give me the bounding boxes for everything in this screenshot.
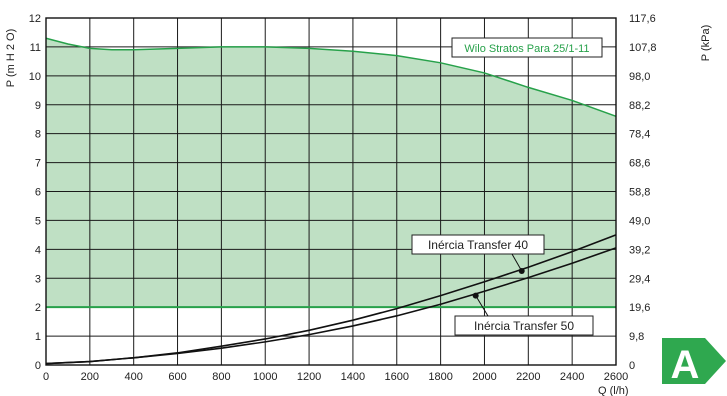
x-tick-label: 2400 xyxy=(560,371,584,383)
y-right-tick-label: 117,6 xyxy=(629,13,656,25)
transfer-50-leader-line xyxy=(475,295,489,317)
y-tick-label: 10 xyxy=(29,71,41,83)
x-tick-label: 1200 xyxy=(297,371,321,383)
y-right-tick-label: 19,6 xyxy=(629,302,650,314)
y-tick-label: 11 xyxy=(30,42,41,54)
transfer-40-label: Inércia Transfer 40 xyxy=(428,238,528,252)
energy-class-badge xyxy=(662,338,726,384)
y-tick-label: 3 xyxy=(35,273,41,285)
transfer-40-label-box xyxy=(411,234,545,255)
y-tick-label: 6 xyxy=(35,187,41,199)
transfer-40-marker xyxy=(518,268,525,275)
x-tick-label: 800 xyxy=(212,371,230,383)
y-tick-label: 12 xyxy=(29,13,41,25)
y-tick-label: 4 xyxy=(35,244,41,256)
x-tick-label: 1000 xyxy=(253,371,277,383)
x-tick-label: 600 xyxy=(168,371,186,383)
y-right-tick-label: 88,2 xyxy=(629,100,650,112)
x-axis-title: Q (l/h) xyxy=(598,385,629,396)
transfer-50-marker xyxy=(472,292,479,299)
x-tick-label: 1600 xyxy=(385,371,409,383)
transfer-50-label-box xyxy=(454,315,594,336)
pump-legend-label: Wilo Stratos Para 25/1-11 xyxy=(464,43,589,55)
y-axis-title-left: P (m H 2 O) xyxy=(5,29,17,87)
energy-class-letter: A xyxy=(671,343,700,387)
y-axis-title-right: P (kPa) xyxy=(700,25,712,61)
x-tick-label: 0 xyxy=(43,371,49,383)
y-right-tick-label: 39,2 xyxy=(629,244,650,256)
y-tick-label: 8 xyxy=(35,129,41,141)
x-tick-label: 200 xyxy=(81,371,99,383)
y-tick-label: 7 xyxy=(35,158,41,170)
y-right-tick-label: 78,4 xyxy=(629,129,650,141)
y-tick-label: 5 xyxy=(35,215,41,227)
y-right-tick-label: 9,8 xyxy=(629,331,644,343)
x-tick-label: 2600 xyxy=(604,371,628,383)
pump-curve-line xyxy=(45,37,617,118)
transfer-50-label: Inércia Transfer 50 xyxy=(474,319,574,333)
y-right-tick-label: 68,6 xyxy=(629,158,650,170)
y-right-tick-label: 98,0 xyxy=(629,71,650,83)
y-right-tick-label: 58,8 xyxy=(629,187,650,199)
x-tick-label: 2000 xyxy=(472,371,496,383)
x-tick-label: 2200 xyxy=(516,371,540,383)
y-right-tick-label: 0 xyxy=(629,360,635,372)
transfer-50-curve xyxy=(45,247,617,365)
pump-legend-box xyxy=(451,37,603,58)
x-tick-label: 1400 xyxy=(341,371,365,383)
y-tick-label: 0 xyxy=(35,360,41,372)
y-tick-label: 9 xyxy=(35,100,41,112)
x-tick-label: 400 xyxy=(125,371,143,383)
transfer-40-leader-line xyxy=(511,253,523,272)
y-tick-label: 1 xyxy=(35,331,41,343)
plot-frame xyxy=(45,17,617,366)
y-tick-label: 2 xyxy=(35,302,41,314)
x-tick-label: 1800 xyxy=(428,371,452,383)
y-right-tick-label: 107,8 xyxy=(629,42,657,54)
y-right-tick-label: 29,4 xyxy=(629,273,650,285)
y-right-tick-label: 49,0 xyxy=(629,215,650,227)
